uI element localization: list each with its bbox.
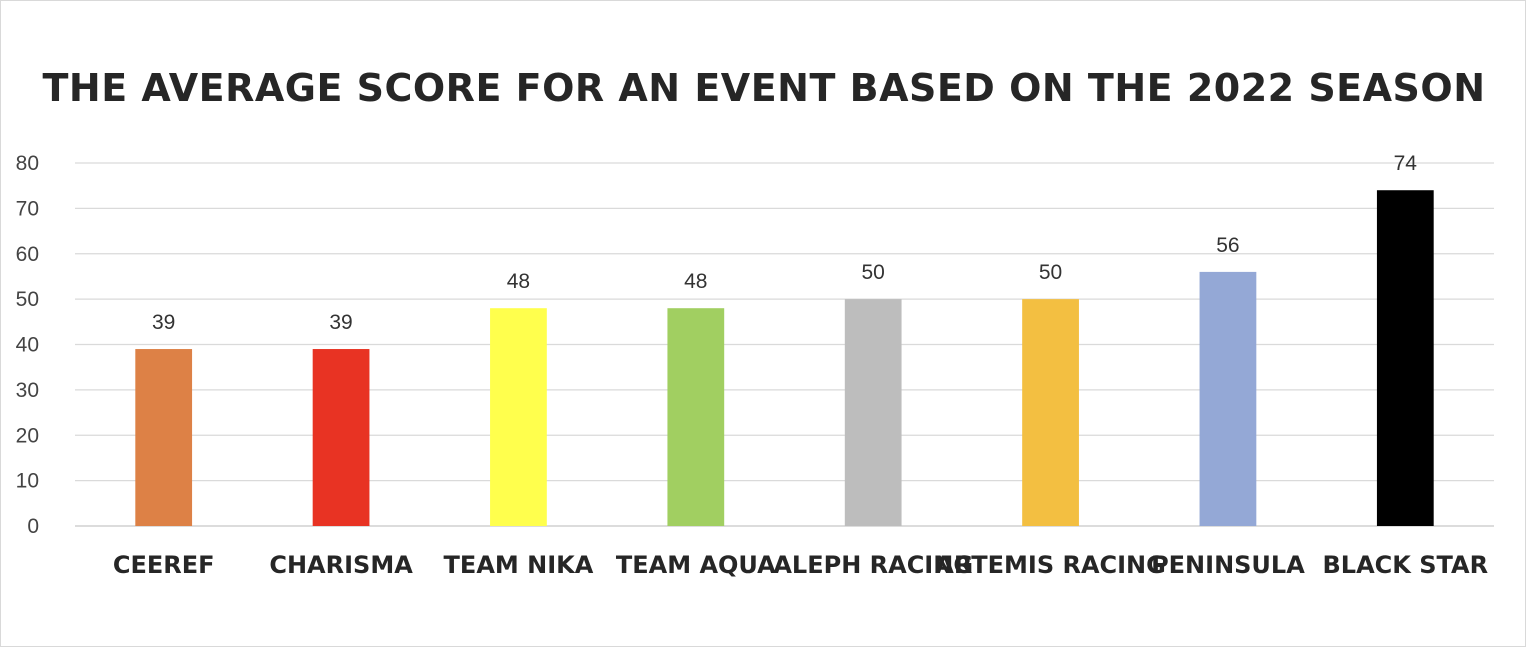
y-tick-label: 80 — [16, 152, 39, 175]
bar — [667, 308, 725, 526]
x-tick-label: TEAM NIKA — [444, 551, 594, 579]
bar — [844, 299, 902, 526]
y-tick-label: 0 — [27, 515, 39, 538]
bar — [1199, 271, 1257, 526]
x-tick-label: CEEREF — [113, 551, 215, 579]
bar — [490, 308, 547, 526]
bars — [135, 190, 1434, 526]
data-label: 48 — [684, 270, 707, 293]
x-tick-label: ALEPH RACING — [773, 551, 973, 579]
x-tick-label: ARTEMIS RACING — [935, 551, 1166, 579]
y-tick-label: 40 — [16, 334, 39, 357]
x-tick-label: PENINSULA — [1151, 551, 1305, 579]
gridlines — [75, 162, 1494, 527]
bar — [1376, 190, 1434, 526]
bar — [1022, 299, 1079, 526]
y-axis-ticks: 0 10 20 30 40 50 60 70 80 — [16, 152, 39, 538]
x-tick-label: TEAM AQUA — [616, 551, 776, 579]
data-label: 48 — [507, 270, 530, 293]
y-tick-label: 50 — [16, 288, 39, 311]
chart-title: THE AVERAGE SCORE FOR AN EVENT BASED ON … — [42, 66, 1485, 110]
data-label: 39 — [329, 311, 352, 334]
y-tick-label: 10 — [16, 470, 39, 493]
x-tick-label: CHARISMA — [269, 551, 413, 579]
data-label: 39 — [152, 311, 175, 334]
data-labels: 39 39 48 48 50 50 56 74 — [152, 152, 1417, 334]
bar — [312, 349, 370, 526]
y-tick-label: 20 — [16, 424, 39, 447]
data-label: 56 — [1216, 234, 1239, 257]
y-tick-label: 70 — [16, 197, 39, 220]
y-tick-label: 30 — [16, 379, 39, 402]
data-label: 50 — [862, 261, 885, 284]
bar — [135, 349, 193, 526]
data-label: 50 — [1039, 261, 1062, 284]
data-label: 74 — [1394, 152, 1418, 175]
x-tick-label: BLACK STAR — [1323, 551, 1489, 579]
y-tick-label: 60 — [16, 243, 39, 266]
